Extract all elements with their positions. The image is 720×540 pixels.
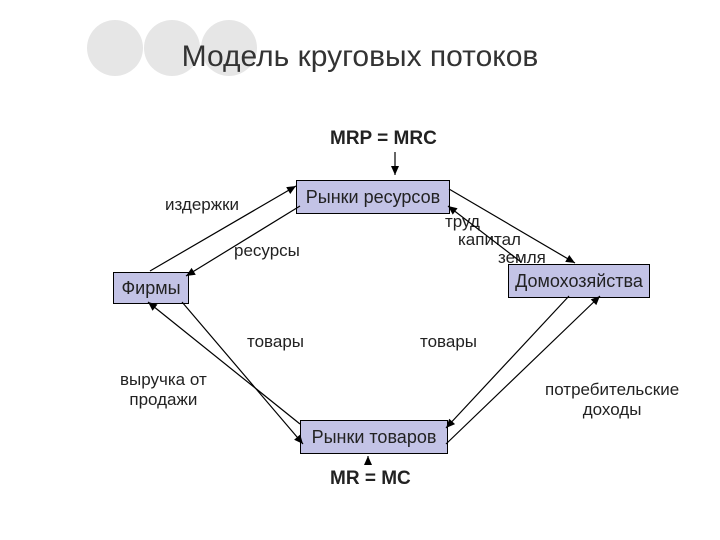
label-resources: ресурсы [234, 241, 300, 261]
page-title: Модель круговых потоков [0, 40, 720, 74]
label-labor: труд [445, 212, 480, 232]
label-goods-left: товары [247, 332, 304, 352]
node-firms: Фирмы [113, 272, 189, 304]
label-capital: капитал [458, 230, 521, 250]
label-land: земля [498, 248, 546, 268]
label-goods-right: товары [420, 332, 477, 352]
equation-top: MRP = MRC [330, 128, 437, 150]
node-resource-markets: Рынки ресурсов [296, 180, 450, 214]
label-revenue: выручка от продажи [120, 370, 207, 410]
label-consumer-income: потребительские доходы [545, 380, 679, 420]
node-households: Домохозяйства [508, 264, 650, 298]
label-costs: издержки [165, 195, 239, 215]
equation-bottom: MR = MC [330, 468, 411, 490]
node-goods-markets: Рынки товаров [300, 420, 448, 454]
